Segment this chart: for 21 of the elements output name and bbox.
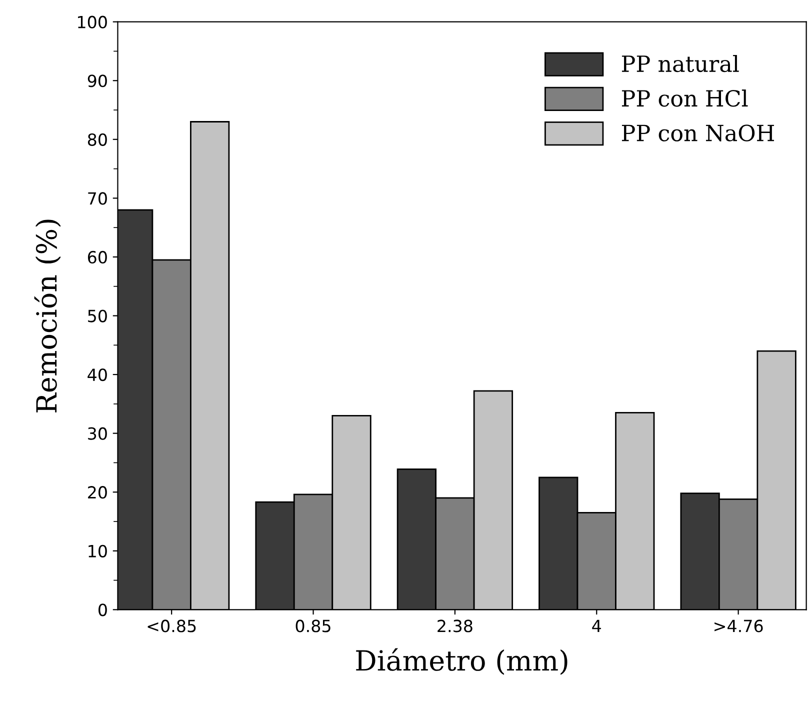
y-tick-label: 50 — [88, 310, 107, 322]
y-tick-label: 80 — [88, 133, 107, 146]
y-tick-label: 100 — [78, 16, 107, 28]
y-tick-label: 10 — [88, 544, 107, 558]
x-axis-title: Diámetro (mm) — [356, 648, 568, 675]
y-tick-label: 70 — [88, 192, 107, 205]
x-tick-label: >4.76 — [714, 620, 763, 632]
legend-label: PP con HCl — [622, 90, 748, 107]
legend-label: PP con NaOH — [622, 124, 774, 142]
y-tick-label: 20 — [88, 486, 107, 499]
x-tick-label: <0.85 — [148, 620, 196, 632]
y-tick-label: 30 — [88, 427, 107, 440]
x-tick-label: 2.38 — [438, 620, 472, 632]
y-tick-label: 90 — [88, 74, 107, 88]
y-tick-label: 60 — [88, 250, 107, 264]
x-tick-label: 4 — [592, 620, 601, 632]
y-axis-title: Remoción (%) — [34, 220, 61, 412]
y-tick-label: 0 — [98, 604, 107, 616]
y-tick-label: 40 — [88, 368, 107, 382]
x-tick-label: 0.85 — [296, 620, 330, 632]
legend-label: PP natural — [622, 54, 739, 72]
